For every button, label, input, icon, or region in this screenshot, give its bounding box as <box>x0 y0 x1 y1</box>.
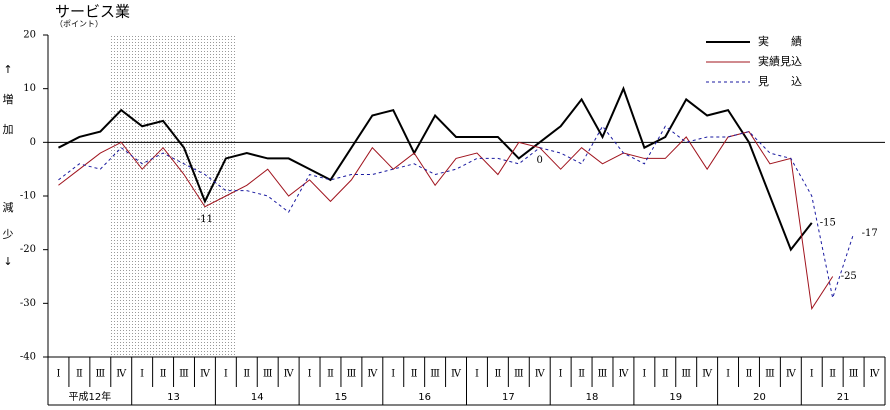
x-tick-label: Ⅱ <box>327 369 334 380</box>
data-label: -15 <box>820 217 836 228</box>
x-tick-label: Ⅳ <box>702 369 713 380</box>
x-tick-label: Ⅲ <box>179 369 189 380</box>
x-tick-label: Ⅳ <box>535 369 546 380</box>
x-tick-label: Ⅳ <box>116 369 127 380</box>
data-label: -17 <box>862 228 878 239</box>
x-tick-label: Ⅲ <box>681 369 691 380</box>
y-tick-label: -30 <box>20 298 36 309</box>
y-label: 少 <box>3 228 14 241</box>
x-year-label: 17 <box>502 392 515 403</box>
x-tick-label: Ⅰ <box>391 369 395 380</box>
y-label: 増 <box>3 93 14 106</box>
y-label: 加 <box>3 123 14 136</box>
y-label: 減 <box>3 200 14 214</box>
x-year-label: 15 <box>335 392 348 403</box>
series-line <box>58 131 834 311</box>
x-tick-label: Ⅳ <box>284 369 295 380</box>
x-tick-label: Ⅰ <box>140 369 144 380</box>
x-tick-label: Ⅲ <box>598 369 608 380</box>
x-tick-label: Ⅰ <box>308 369 312 380</box>
x-tick-label: Ⅱ <box>243 369 250 380</box>
x-year-label: 21 <box>837 392 850 403</box>
x-tick-label: Ⅱ <box>578 369 585 380</box>
x-tick-label: Ⅲ <box>95 369 105 380</box>
x-tick-label: Ⅰ <box>559 369 563 380</box>
x-tick-label: Ⅱ <box>160 369 167 380</box>
x-tick-label: Ⅲ <box>765 369 775 380</box>
x-tick-label: Ⅳ <box>451 369 462 380</box>
x-tick-label: Ⅰ <box>810 369 814 380</box>
x-tick-label: Ⅳ <box>870 369 881 380</box>
y-tick-label: 10 <box>23 83 36 94</box>
chart-title: サービス業 <box>55 3 130 21</box>
x-tick-label: Ⅰ <box>224 369 228 380</box>
y-tick-label: -40 <box>20 352 36 363</box>
x-year-label: 13 <box>167 392 180 403</box>
x-tick-label: Ⅳ <box>200 369 211 380</box>
x-tick-label: Ⅰ <box>642 369 646 380</box>
x-tick-label: Ⅲ <box>849 369 859 380</box>
x-tick-label: Ⅲ <box>514 369 524 380</box>
x-year-label: 19 <box>669 392 682 403</box>
y-tick-label: 0 <box>30 137 36 148</box>
y-label: ↓ <box>3 255 12 268</box>
data-label: -11 <box>197 214 213 225</box>
y-tick-label: -20 <box>20 244 36 255</box>
x-tick-label: Ⅲ <box>263 369 273 380</box>
x-tick-label: Ⅳ <box>367 369 378 380</box>
y-label: ↑ <box>3 63 12 76</box>
x-tick-label: Ⅳ <box>786 369 797 380</box>
chart-subtitle: （ポイント） <box>55 20 103 29</box>
x-tick-label: Ⅰ <box>726 369 730 380</box>
y-tick-label: -10 <box>20 191 36 202</box>
x-year-label: 平成12年 <box>68 390 111 403</box>
x-tick-label: Ⅲ <box>347 369 357 380</box>
legend-label: 実績見込 <box>758 54 802 68</box>
x-tick-label: Ⅰ <box>56 369 60 380</box>
series-line <box>58 85 813 252</box>
x-tick-label: Ⅱ <box>829 369 836 380</box>
x-tick-label: Ⅲ <box>430 369 440 380</box>
x-tick-label: Ⅳ <box>618 369 629 380</box>
shaded-period <box>110 35 237 357</box>
x-tick-label: Ⅱ <box>76 369 83 380</box>
x-tick-label: Ⅱ <box>494 369 501 380</box>
x-year-label: 14 <box>251 392 264 403</box>
x-tick-label: Ⅰ <box>475 369 479 380</box>
legend-label: 見 込 <box>758 75 802 88</box>
x-year-label: 20 <box>753 392 766 403</box>
x-year-label: 16 <box>418 392 431 403</box>
x-tick-label: Ⅱ <box>662 369 669 380</box>
x-tick-label: Ⅱ <box>411 369 418 380</box>
data-label: -25 <box>841 271 857 282</box>
data-label: 0 <box>537 155 543 166</box>
x-year-label: 18 <box>586 392 599 403</box>
legend-label: 実 績 <box>758 34 802 48</box>
x-tick-label: Ⅱ <box>746 369 753 380</box>
y-tick-label: 20 <box>23 30 36 41</box>
